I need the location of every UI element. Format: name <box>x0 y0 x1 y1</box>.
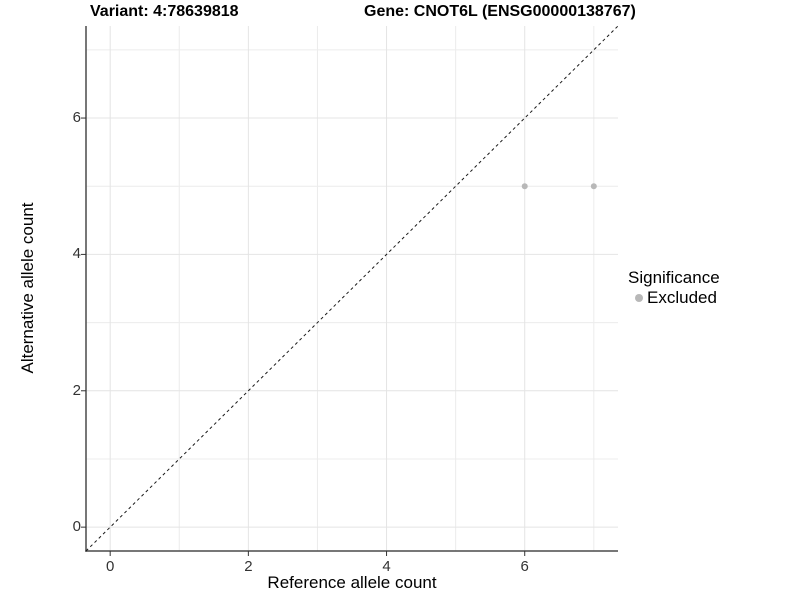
y-tick-label: 0 <box>72 518 81 536</box>
gene-title: Gene: CNOT6L (ENSG00000138767) <box>364 3 636 20</box>
y-axis-title: Alternative allele count <box>18 202 37 374</box>
variant-title: Variant: 4:78639818 <box>90 3 239 20</box>
legend-item-label: Excluded <box>647 288 717 307</box>
x-tick-label: 6 <box>520 558 529 575</box>
legend-point-icon <box>635 294 643 302</box>
y-tick-label: 4 <box>72 245 81 263</box>
x-tick-label: 0 <box>106 558 115 575</box>
identity-line <box>85 25 619 552</box>
x-axis-title: Reference allele count <box>267 573 437 592</box>
legend-item-excluded: Excluded <box>628 289 720 307</box>
legend-title: Significance <box>628 268 720 287</box>
data-point <box>521 183 528 190</box>
y-tick-label: 6 <box>72 109 81 127</box>
legend: Significance Excluded <box>628 268 720 307</box>
data-point <box>590 183 597 190</box>
x-tick-label: 2 <box>244 558 253 575</box>
x-tick-label: 4 <box>382 558 391 575</box>
y-tick-label: 2 <box>72 381 81 399</box>
